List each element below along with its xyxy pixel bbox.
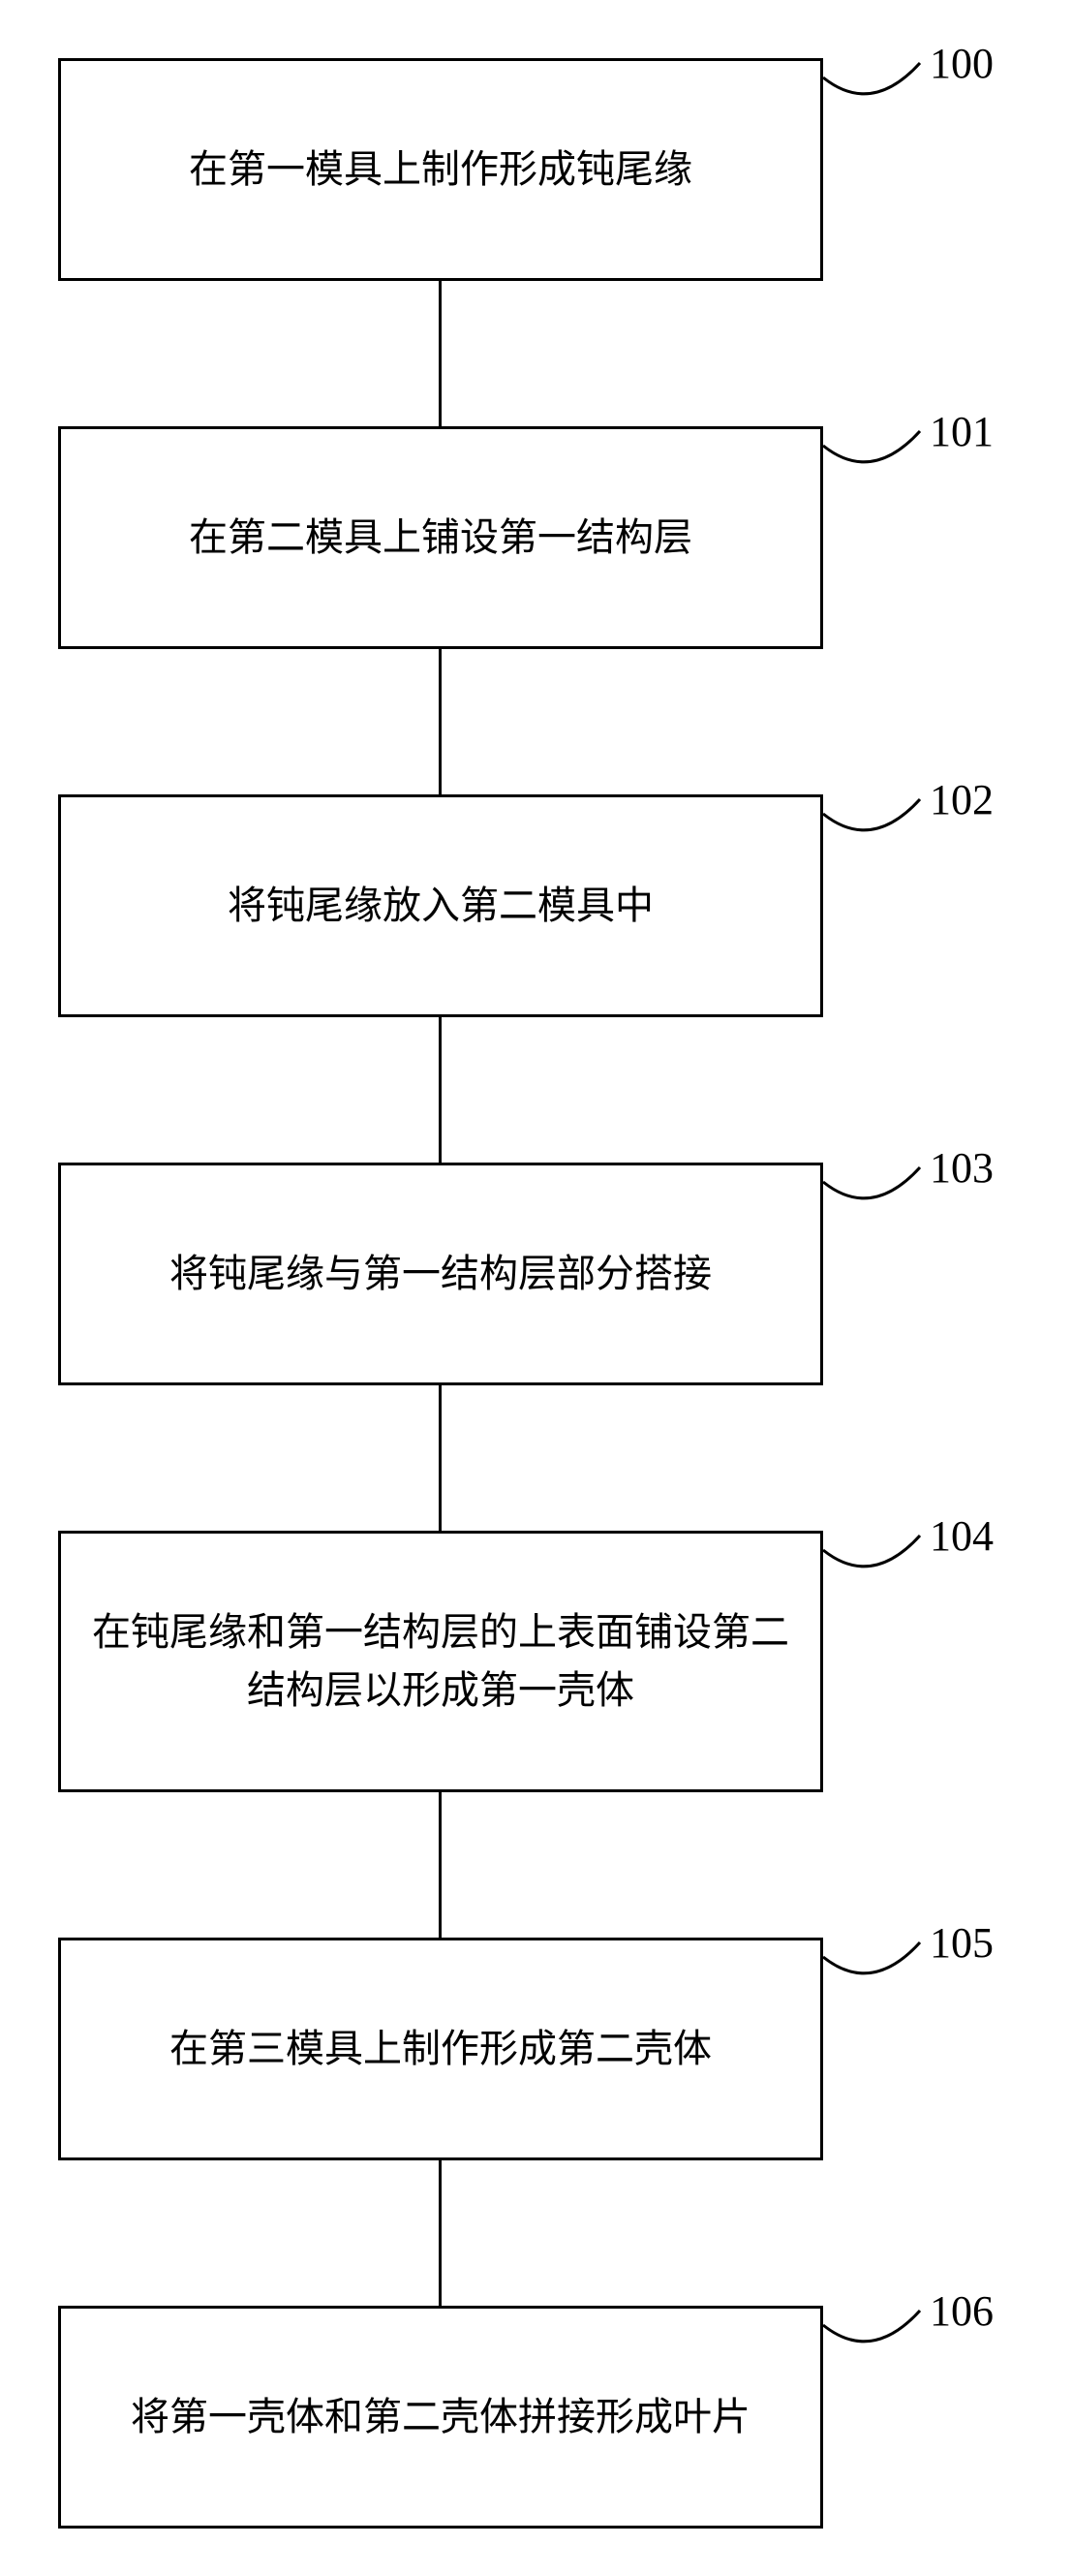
- flow-step-105: 在第三模具上制作形成第二壳体: [58, 1938, 823, 2160]
- flow-step-104: 在钝尾缘和第一结构层的上表面铺设第二结构层以形成第一壳体: [58, 1531, 823, 1792]
- callout-curve-100: [823, 48, 930, 126]
- flow-step-100-text: 在第一模具上制作形成钝尾缘: [189, 140, 692, 199]
- callout-curve-103: [823, 1153, 930, 1230]
- flow-step-103-text: 将钝尾缘与第一结构层部分搭接: [169, 1245, 712, 1303]
- callout-curve-101: [823, 417, 930, 494]
- connector-1: [439, 281, 442, 426]
- step-label-104: 104: [930, 1511, 994, 1561]
- flow-step-102: 将钝尾缘放入第二模具中: [58, 794, 823, 1017]
- flow-step-103: 将钝尾缘与第一结构层部分搭接: [58, 1163, 823, 1385]
- step-label-102: 102: [930, 775, 994, 824]
- flowchart-container: 在第一模具上制作形成钝尾缘 100 在第二模具上铺设第一结构层 101 将钝尾缘…: [0, 0, 1072, 2576]
- callout-curve-104: [823, 1521, 930, 1598]
- flow-step-106-text: 将第一壳体和第二壳体拼接形成叶片: [131, 2388, 750, 2446]
- flow-step-101-text: 在第二模具上铺设第一结构层: [189, 509, 692, 567]
- callout-curve-106: [823, 2296, 930, 2374]
- flow-step-105-text: 在第三模具上制作形成第二壳体: [169, 2020, 712, 2078]
- flow-step-101: 在第二模具上铺设第一结构层: [58, 426, 823, 649]
- connector-5: [439, 1792, 442, 1938]
- connector-3: [439, 1017, 442, 1163]
- connector-2: [439, 649, 442, 794]
- flow-step-102-text: 将钝尾缘放入第二模具中: [228, 877, 654, 935]
- callout-curve-102: [823, 785, 930, 862]
- step-label-106: 106: [930, 2286, 994, 2336]
- flow-step-100: 在第一模具上制作形成钝尾缘: [58, 58, 823, 281]
- connector-6: [439, 2160, 442, 2306]
- step-label-105: 105: [930, 1918, 994, 1968]
- step-label-103: 103: [930, 1143, 994, 1193]
- step-label-100: 100: [930, 39, 994, 88]
- callout-curve-105: [823, 1928, 930, 2005]
- connector-4: [439, 1385, 442, 1531]
- flow-step-104-text: 在钝尾缘和第一结构层的上表面铺设第二结构层以形成第一壳体: [90, 1603, 791, 1720]
- step-label-101: 101: [930, 407, 994, 456]
- flow-step-106: 将第一壳体和第二壳体拼接形成叶片: [58, 2306, 823, 2529]
